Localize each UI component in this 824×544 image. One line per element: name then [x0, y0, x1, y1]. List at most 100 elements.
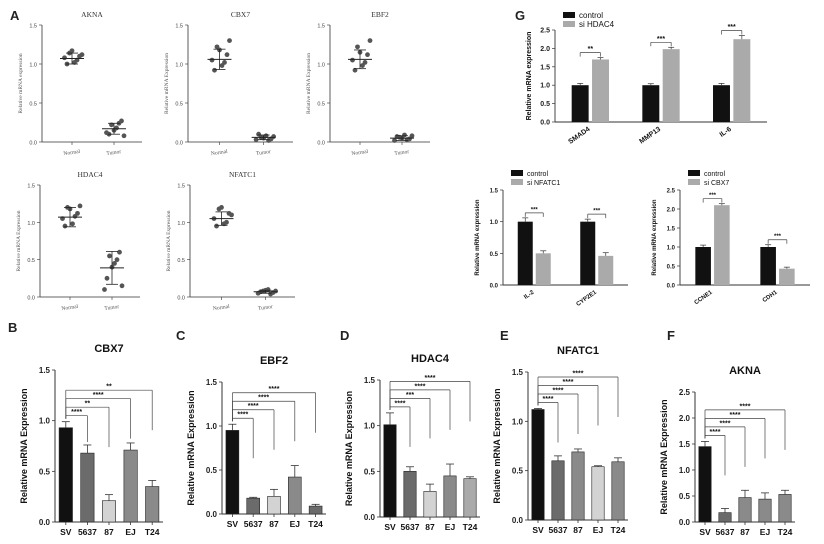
x-tick-label: CYP2E1 [576, 289, 599, 307]
legend-swatch [688, 179, 700, 185]
y-tick-label: 1.5 [175, 24, 183, 30]
legend-label: si CBX7 [704, 180, 729, 187]
bar-5637 [246, 497, 260, 515]
y-axis-label: Relative mRNA expression [526, 32, 533, 121]
data-point [355, 44, 360, 50]
x-tick-label: Tumor [258, 304, 274, 312]
bar-il-2-si-nfatc1 [535, 253, 551, 285]
bar-87 [267, 496, 281, 515]
y-axis-label: Relative mRNA Expression [659, 399, 669, 514]
grouped-bar-chart-1: 0.0 0.5 1.0 1.5 Relative mRNA expression *** I… [475, 170, 628, 308]
y-tick-label: 1.0 [175, 63, 183, 69]
y-axis-label: Relative mRNA Expression [344, 391, 354, 506]
x-tick-label: Normal [63, 149, 81, 157]
y-tick-label: 1.5 [679, 440, 691, 449]
y-tick-label: 0.5 [679, 492, 691, 501]
bar-ej [288, 476, 302, 515]
sig-label: **** [543, 396, 554, 403]
sig-label: *** [657, 36, 665, 43]
sig-label: ** [106, 384, 112, 391]
sig-label: *** [774, 234, 782, 240]
x-tick-label: 5637 [716, 527, 735, 537]
y-tick-label: 0.0 [206, 510, 218, 519]
x-tick-label: 5637 [549, 525, 568, 535]
chart-title: AKNA [729, 365, 761, 377]
chart-title: EBF2 [371, 10, 389, 19]
panel-letter-C: C [176, 328, 186, 343]
data-point [107, 253, 112, 259]
sig-label: *** [406, 392, 414, 399]
bar-t24 [778, 494, 792, 523]
y-tick-label: 0.0 [512, 516, 524, 525]
y-tick-label: 0.5 [39, 467, 51, 476]
bar-cyp2e1-si-nfatc1 [598, 255, 614, 285]
bar-chart-akna: 0.0 0.5 1.0 1.5 2.0 2.5 AKNA Relative mRNA Expr… [659, 365, 795, 537]
data-point [62, 55, 67, 61]
data-point [214, 223, 219, 229]
y-tick-label: 1.5 [177, 184, 185, 190]
y-tick-label: 0.0 [29, 141, 37, 147]
x-tick-label: SV [227, 519, 239, 529]
y-tick-label: 1.0 [317, 63, 325, 69]
bar-sv [383, 424, 397, 518]
y-tick-label: 2.0 [679, 414, 691, 423]
chart-title: NFATC1 [557, 345, 599, 357]
data-point [79, 52, 85, 58]
x-tick-label: SV [384, 522, 396, 532]
x-tick-label: IL-6 [719, 126, 733, 139]
y-tick-label: 1.5 [490, 189, 499, 195]
data-point [70, 221, 75, 227]
bar-ej [123, 449, 138, 523]
x-tick-label: SV [699, 527, 711, 537]
data-point [72, 213, 78, 219]
bar-t24 [145, 486, 160, 523]
y-tick-label: 1.5 [206, 378, 218, 387]
data-point [224, 219, 229, 225]
sig-label: *** [709, 193, 717, 199]
x-tick-label: EJ [290, 519, 301, 529]
sig-label: **** [720, 420, 731, 427]
data-point [117, 249, 122, 255]
bar-t24 [308, 505, 323, 515]
y-tick-label: 0.5 [512, 467, 524, 476]
y-tick-label: 0.5 [175, 102, 183, 108]
panel-letter-D: D [340, 328, 349, 343]
y-tick-label: 0.0 [490, 284, 499, 290]
x-tick-label: EJ [445, 522, 456, 532]
sig-label: **** [237, 412, 248, 419]
y-axis-label: Relative mRNA Expression [19, 388, 29, 503]
data-point [256, 131, 261, 137]
data-point [114, 257, 120, 263]
legend-swatch [563, 21, 575, 27]
chart-title: AKNA [81, 10, 103, 19]
y-tick-label: 1.0 [490, 220, 499, 226]
sig-label: **** [93, 392, 104, 399]
bar-87 [738, 497, 752, 523]
y-tick-label: 0.0 [175, 141, 183, 147]
sig-label: ** [85, 401, 91, 408]
bar-cdh1-control [760, 247, 776, 285]
sig-label: **** [425, 375, 436, 382]
y-tick-label: 1.5 [364, 376, 376, 385]
y-axis-label: Relative mRNA Expression [164, 53, 170, 114]
sig-label: **** [740, 403, 751, 410]
sig-label: **** [730, 412, 741, 419]
x-tick-label: CCNE1 [694, 289, 715, 306]
data-point [350, 57, 355, 63]
bar-ccne1-si-cbx7 [714, 205, 730, 285]
bar-smad4-control [571, 85, 589, 122]
y-tick-label: 1.0 [206, 422, 218, 431]
y-tick-label: 1.5 [317, 24, 325, 30]
y-tick-label: 0.5 [540, 101, 550, 108]
scatter-chart-nfatc1: 0.0 0.5 1.0 1.5 NFATC1 Relative mRNA Expressi… [166, 170, 295, 312]
data-point [362, 60, 368, 65]
y-tick-label: 0.0 [317, 141, 325, 147]
x-tick-label: 87 [269, 519, 279, 529]
data-point [62, 223, 68, 229]
y-axis-label: Relative mRNA Expression [186, 390, 196, 505]
panel-letter-B: B [8, 320, 17, 335]
grouped-bar-chart-2: 0.0 0.5 1.0 1.5 2.0 2.5 Relative mRNA expressi… [652, 170, 810, 306]
data-point [268, 291, 273, 297]
y-tick-label: 0.5 [490, 252, 499, 258]
